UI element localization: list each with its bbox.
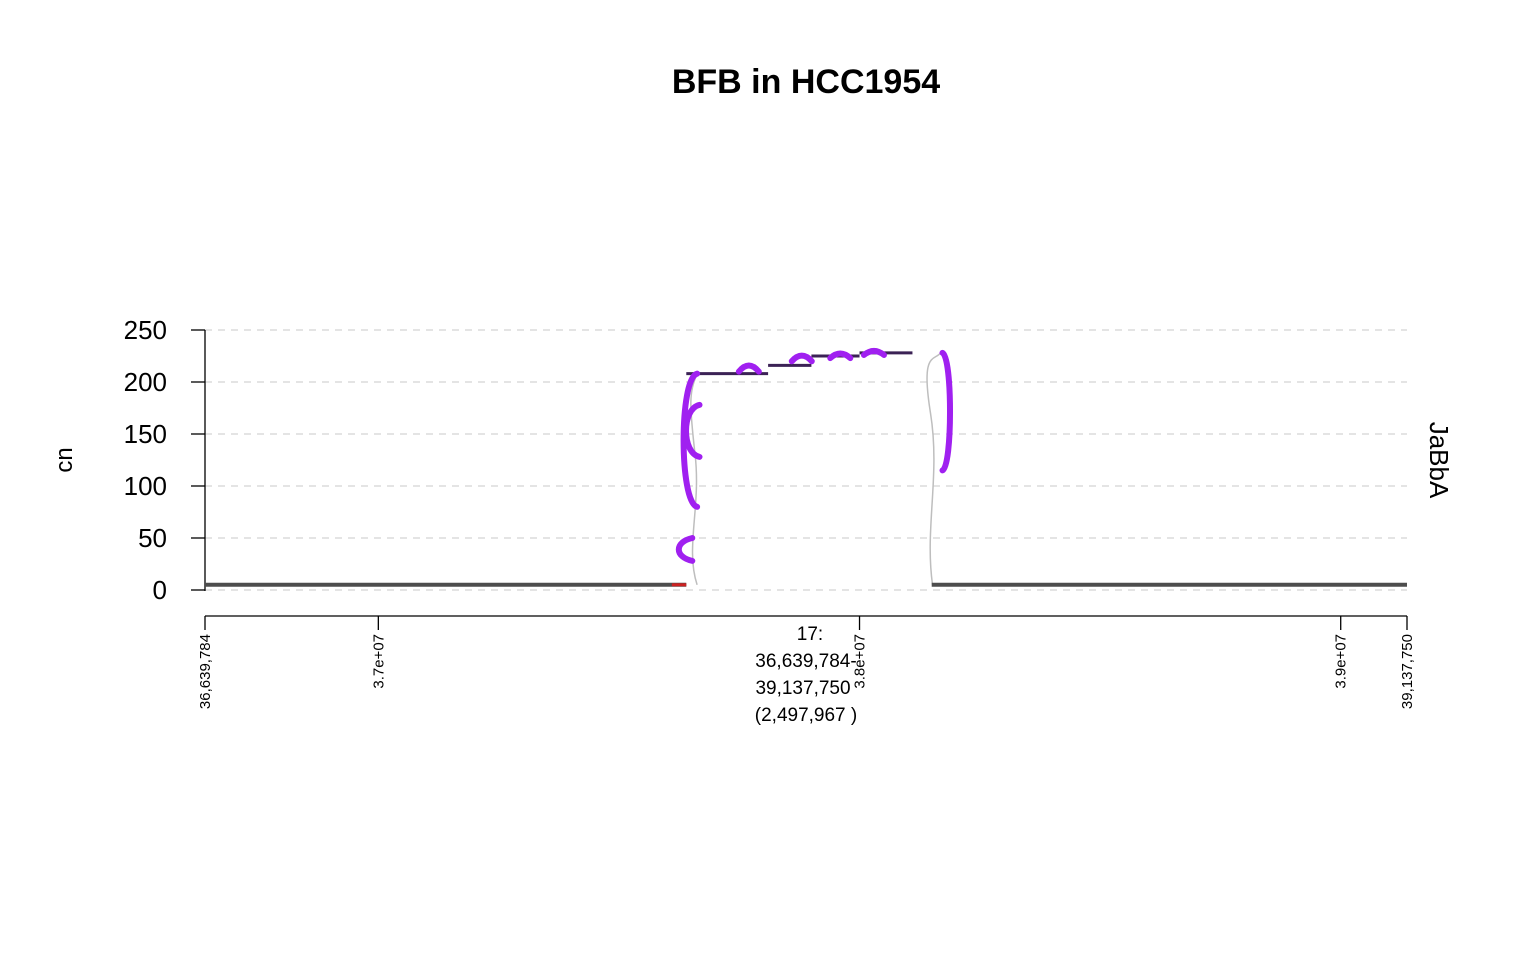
y-tick-label: 50: [138, 523, 167, 553]
x-tick-label: 3.7e+07: [370, 634, 387, 689]
chrom-label-line-4: (2,497,967 ): [755, 705, 857, 726]
junction: [680, 370, 701, 510]
track-label: JaBbA: [1424, 422, 1454, 499]
chrom-label-line-2: 36,639,784-: [755, 651, 856, 672]
x-tick-label: 39,137,750: [1399, 634, 1416, 709]
junction: [939, 349, 954, 474]
x-axis: 36,639,784 3.7e+07 3.8e+07 3.9e+07 39,137,75…: [197, 615, 1416, 709]
junction: [683, 401, 703, 460]
connector-lines: [690, 352, 942, 586]
junction: [735, 362, 762, 375]
gridlines: [205, 329, 1407, 591]
y-axis: 0 50 100 150 200 250: [124, 315, 206, 605]
y-tick-label: 0: [153, 575, 167, 605]
junction: [788, 352, 815, 365]
junction: [675, 535, 696, 564]
y-axis-label: cn: [51, 447, 78, 472]
x-tick-label: 36,639,784: [197, 634, 214, 709]
chromosome-label: 17: 36,639,784- 39,137,750 (2,497,967 ): [755, 624, 857, 726]
chrom-label-line-3: 39,137,750: [755, 678, 850, 699]
y-tick-label: 100: [124, 471, 167, 501]
junction-marks: [675, 347, 954, 564]
x-tick-label: 3.8e+07: [852, 634, 869, 689]
connector-right: [926, 352, 942, 585]
y-tick-label: 250: [124, 315, 167, 345]
copy-number-segments: [205, 351, 1407, 587]
junction: [827, 350, 854, 362]
chrom-label-line-1: 17:: [797, 624, 823, 645]
y-tick-label: 150: [124, 419, 167, 449]
x-tick-label: 3.9e+07: [1333, 634, 1350, 689]
chart-title: BFB in HCC1954: [672, 63, 940, 101]
junction: [860, 347, 887, 358]
y-tick-label: 200: [124, 367, 167, 397]
